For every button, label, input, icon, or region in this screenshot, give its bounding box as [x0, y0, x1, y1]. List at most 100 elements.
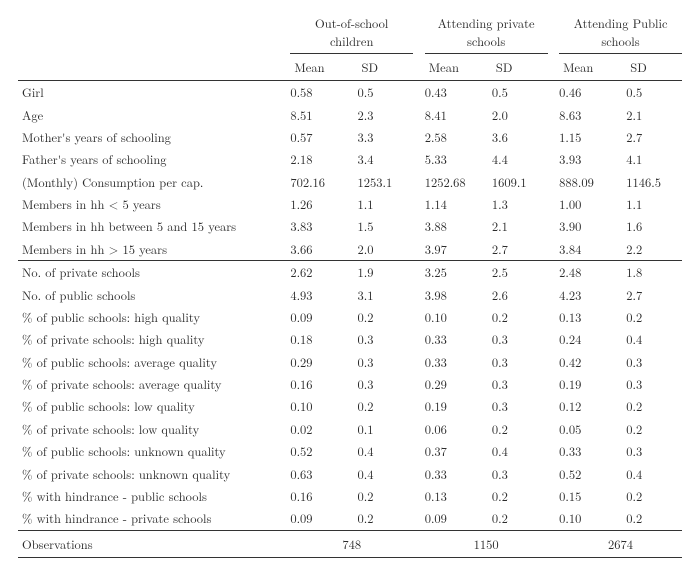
cell-mean: 0.52 — [559, 462, 626, 484]
cell-mean: 0.19 — [559, 373, 626, 395]
cell-mean: 3.90 — [559, 215, 626, 237]
row-label: % of public schools: high quality — [18, 306, 290, 328]
cell-mean: 0.13 — [425, 485, 492, 507]
table-row: % of private schools: high quality0.18 0.… — [18, 328, 682, 350]
cell-sd: 2.5 — [492, 261, 548, 284]
cell-sd: 0.4 — [358, 440, 414, 462]
cell-sd: 2.7 — [626, 283, 682, 305]
cell-sd: 1.5 — [358, 215, 414, 237]
table-row: No. of public schools4.933.13.982.64.232… — [18, 283, 682, 305]
cell-sd: 0.1 — [358, 418, 414, 440]
cell-mean: 3.66 — [290, 238, 357, 261]
cell-sd: 2.3 — [358, 103, 414, 125]
cell-sd: 1.3 — [492, 193, 548, 215]
cell-mean: 0.57 — [290, 126, 357, 148]
cell-mean: 0.16 — [290, 485, 357, 507]
table-row: No. of private schools2.621.93.252.52.48… — [18, 261, 682, 284]
table-row: Members in hh < 5 years1.261.1 1.141.3 1.0… — [18, 193, 682, 215]
cell-mean: 0.63 — [290, 462, 357, 484]
cell-sd: 2.1 — [626, 103, 682, 125]
table-row: % of public schools: low quality0.100.20… — [18, 395, 682, 417]
cell-sd: 0.3 — [492, 373, 548, 395]
cell-mean: 0.13 — [559, 306, 626, 328]
cell-sd: 0.3 — [492, 328, 548, 350]
row-label: (Monthly) Consumption per cap. — [18, 171, 290, 193]
cell-mean: 1.00 — [559, 193, 626, 215]
cell-sd: 0.2 — [492, 306, 548, 328]
table-row: Members in hh > 15 years3.662.03.972.73.… — [18, 238, 682, 261]
cell-mean: 3.25 — [425, 261, 492, 284]
cell-mean: 0.52 — [290, 440, 357, 462]
col-group-public: Attending Public schools — [559, 12, 682, 54]
cell-sd: 3.1 — [358, 283, 414, 305]
cell-mean: 1252.68 — [425, 171, 492, 193]
cell-sd: 4.4 — [492, 148, 548, 170]
cell-sd: 0.2 — [358, 306, 414, 328]
cell-sd: 3.3 — [358, 126, 414, 148]
table-row: % of public schools: average quality0.29… — [18, 351, 682, 373]
cell-mean: 0.29 — [290, 351, 357, 373]
row-label: Members in hh between 5 and 15 years — [18, 215, 290, 237]
cell-mean: 0.19 — [425, 395, 492, 417]
cell-sd: 0.2 — [626, 306, 682, 328]
table-row: % of public schools: high quality0.090.2… — [18, 306, 682, 328]
cell-sd: 2.7 — [492, 238, 548, 261]
cell-sd: 3.4 — [358, 148, 414, 170]
cell-sd: 4.1 — [626, 148, 682, 170]
cell-sd: 0.2 — [626, 485, 682, 507]
row-label: Father's years of schooling — [18, 148, 290, 170]
cell-mean: 0.16 — [290, 373, 357, 395]
row-label: % of public schools: low quality — [18, 395, 290, 417]
summary-stats-table: Out-of-school children Attending private… — [18, 12, 682, 558]
table-row: % of public schools: unknown quality0.52… — [18, 440, 682, 462]
cell-sd: 0.2 — [626, 418, 682, 440]
cell-sd: 2.2 — [626, 238, 682, 261]
cell-mean: 0.24 — [559, 328, 626, 350]
col-mean: Mean — [290, 54, 357, 81]
cell-mean: 1.14 — [425, 193, 492, 215]
table-row: % with hindrance - public schools0.160.2… — [18, 485, 682, 507]
col-sd: SD — [626, 54, 682, 81]
cell-mean: 0.12 — [559, 395, 626, 417]
row-label: Members in hh > 15 years — [18, 238, 290, 261]
cell-sd: 0.3 — [492, 351, 548, 373]
cell-mean: 0.09 — [290, 306, 357, 328]
row-label: % of private schools: average quality — [18, 373, 290, 395]
cell-sd: 0.2 — [492, 485, 548, 507]
cell-sd: 0.3 — [626, 373, 682, 395]
row-label: % with hindrance - private schools — [18, 507, 290, 530]
row-label: Members in hh < 5 years — [18, 193, 290, 215]
cell-mean: 3.83 — [290, 215, 357, 237]
cell-mean: 702.16 — [290, 171, 357, 193]
cell-mean: 0.10 — [559, 507, 626, 530]
cell-sd: 0.3 — [358, 351, 414, 373]
cell-sd: 3.6 — [492, 126, 548, 148]
cell-mean: 1.15 — [559, 126, 626, 148]
table-row: % of private schools: unknown quality0.6… — [18, 462, 682, 484]
cell-sd: 0.2 — [358, 485, 414, 507]
table-row: Age8.512.38.412.08.632.1 — [18, 103, 682, 125]
cell-mean: 1.26 — [290, 193, 357, 215]
cell-sd: 0.3 — [626, 351, 682, 373]
table-row: % of private schools: average quality0.1… — [18, 373, 682, 395]
cell-sd: 0.5 — [492, 81, 548, 104]
cell-mean: 0.18 — [290, 328, 357, 350]
cell-mean: 0.05 — [559, 418, 626, 440]
cell-sd: 0.2 — [358, 507, 414, 530]
cell-sd: 2.1 — [492, 215, 548, 237]
cell-mean: 4.93 — [290, 283, 357, 305]
cell-sd: 1.6 — [626, 215, 682, 237]
row-label: Age — [18, 103, 290, 125]
row-label: % of private schools: high quality — [18, 328, 290, 350]
row-label: Girl — [18, 81, 290, 104]
cell-sd: 2.0 — [358, 238, 414, 261]
cell-mean: 5.33 — [425, 148, 492, 170]
table-row: Members in hh between 5 and 15 years3.83… — [18, 215, 682, 237]
col-mean: Mean — [559, 54, 626, 81]
table-row: (Monthly) Consumption per cap.702.161253… — [18, 171, 682, 193]
cell-sd: 1.1 — [358, 193, 414, 215]
cell-sd: 0.4 — [358, 462, 414, 484]
cell-mean: 0.06 — [425, 418, 492, 440]
cell-mean: 0.33 — [425, 328, 492, 350]
obs-out-of-school: 748 — [290, 530, 413, 557]
